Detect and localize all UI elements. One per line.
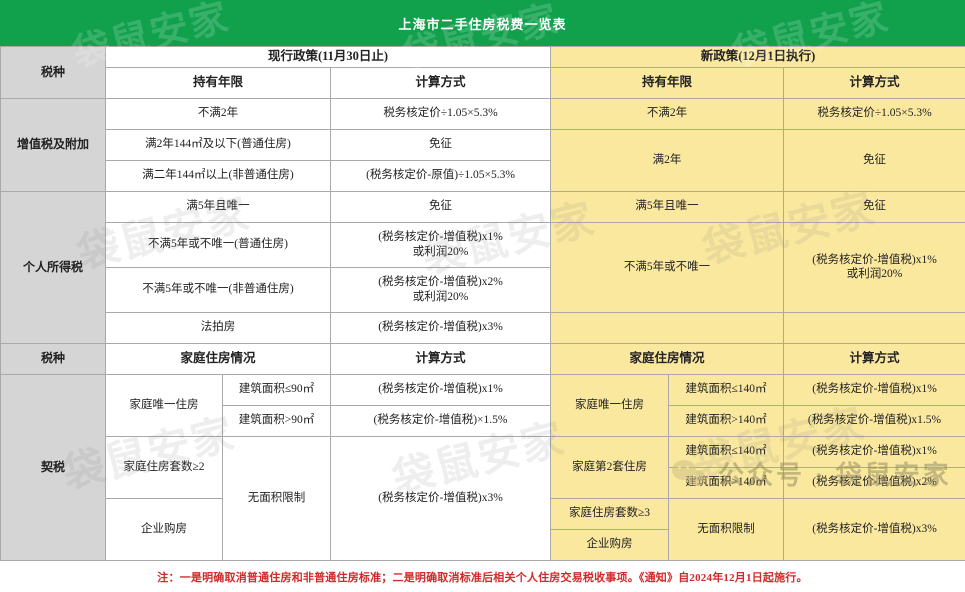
table-row-deed-1: 契税 家庭唯一住房 建筑面积≤90㎡ (税务核定价-增值税)x1% 家庭唯一住房…	[1, 374, 965, 405]
tax-table-page: 袋鼠安家 袋鼠安家 袋鼠安家 袋鼠安家 袋鼠安家 袋鼠安家 袋鼠安家 袋鼠安家 …	[0, 0, 965, 512]
header-current-policy: 现行政策(11月30日止)	[106, 47, 551, 68]
page-title: 上海市二手住房税费一览表	[398, 14, 566, 33]
income-current-calc-0: 免征	[331, 191, 551, 222]
income-current-cond-1: 不满5年或不唯一(普通住房)	[106, 222, 331, 267]
deed-new-group-5: 企业购房	[551, 529, 669, 560]
vat-new-cond-0: 不满2年	[551, 98, 784, 129]
vat-new-cond-1: 满2年	[551, 129, 784, 191]
vat-current-calc-0: 税务核定价÷1.05×5.3%	[331, 98, 551, 129]
income-new-cond-3	[551, 312, 784, 343]
vat-new-calc-0: 税务核定价÷1.05×5.3%	[784, 98, 965, 129]
section-name-vat: 增值税及附加	[1, 98, 106, 191]
section-name-deed-tax: 契税	[1, 374, 106, 560]
header-calc-new-2: 计算方式	[784, 343, 965, 374]
tax-table: 税种 现行政策(11月30日止) 新政策(12月1日执行) 持有年限 计算方式 …	[0, 46, 965, 561]
deed-new-area-4: 无面积限制	[669, 498, 784, 560]
deed-new-group-2: 家庭第2套住房	[551, 436, 669, 498]
deed-current-calc-0: (税务核定价-增值税)x1%	[331, 374, 551, 405]
deed-current-group-0: 家庭唯一住房	[106, 374, 223, 436]
table-row-income-4: 法拍房 (税务核定价-增值税)x3%	[1, 312, 965, 343]
page-title-bar: 上海市二手住房税费一览表	[0, 0, 965, 46]
table-row-subheader: 持有年限 计算方式 持有年限 计算方式	[1, 67, 965, 98]
income-current-calc-1: (税务核定价-增值税)x1% 或利润20%	[331, 222, 551, 267]
table-row-vat-2: 满2年144㎡及以下(普通住房) 免征 满2年 免征	[1, 129, 965, 160]
header-hold-years-current: 持有年限	[106, 67, 331, 98]
footer-note: 注：一是明确取消普通住房和非普通住房标准；二是明确取消标准后相关个人住房交易税收…	[0, 561, 965, 592]
deed-current-calc-1: (税务核定价-增值税)×1.5%	[331, 405, 551, 436]
table-row-income-2: 不满5年或不唯一(普通住房) (税务核定价-增值税)x1% 或利润20% 不满5…	[1, 222, 965, 267]
deed-new-calc-4: (税务核定价-增值税)x3%	[784, 498, 965, 560]
header-calc-new: 计算方式	[784, 67, 965, 98]
deed-current-area-2: 无面积限制	[223, 436, 331, 560]
header-kind-label: 税种	[1, 47, 106, 99]
deed-current-group-2: 家庭住房套数≥2	[106, 436, 223, 498]
income-new-calc-1: (税务核定价-增值税)x1% 或利润20%	[784, 222, 965, 312]
deed-new-calc-1: (税务核定价-增值税)x1.5%	[784, 405, 965, 436]
header-calc-current: 计算方式	[331, 67, 551, 98]
vat-current-cond-2: 满二年144㎡以上(非普通住房)	[106, 160, 331, 191]
deed-new-calc-0: (税务核定价-增值税)x1%	[784, 374, 965, 405]
vat-new-calc-1: 免征	[784, 129, 965, 191]
vat-current-cond-1: 满2年144㎡及以下(普通住房)	[106, 129, 331, 160]
deed-new-area-1: 建筑面积>140㎡	[669, 405, 784, 436]
deed-current-calc-2: (税务核定价-增值税)x3%	[331, 436, 551, 560]
income-current-calc-2: (税务核定价-增值税)x2% 或利润20%	[331, 267, 551, 312]
deed-new-group-0: 家庭唯一住房	[551, 374, 669, 436]
income-current-cond-3: 法拍房	[106, 312, 331, 343]
header-family-housing-new: 家庭住房情况	[551, 343, 784, 374]
header-family-housing-current: 家庭住房情况	[106, 343, 331, 374]
deed-new-calc-2: (税务核定价-增值税)x1%	[784, 436, 965, 467]
table-row-vat-1: 增值税及附加 不满2年 税务核定价÷1.05×5.3% 不满2年 税务核定价÷1…	[1, 98, 965, 129]
table-row-deed-3: 家庭住房套数≥2 无面积限制 (税务核定价-增值税)x3% 家庭第2套住房 建筑…	[1, 436, 965, 467]
header-hold-years-new: 持有年限	[551, 67, 784, 98]
table-row-income-1: 个人所得税 满5年且唯一 免征 满5年且唯一 免征	[1, 191, 965, 222]
table-row-deed-subheader: 税种 家庭住房情况 计算方式 家庭住房情况 计算方式	[1, 343, 965, 374]
header-new-policy: 新政策(12月1日执行)	[551, 47, 965, 68]
income-new-calc-3	[784, 312, 965, 343]
income-new-calc-0: 免征	[784, 191, 965, 222]
section-name-income-tax: 个人所得税	[1, 191, 106, 343]
income-current-cond-2: 不满5年或不唯一(非普通住房)	[106, 267, 331, 312]
deed-new-area-3: 建筑面积>140㎡	[669, 467, 784, 498]
header-kind-label-2: 税种	[1, 343, 106, 374]
deed-current-group-3: 企业购房	[106, 498, 223, 560]
deed-new-area-0: 建筑面积≤140㎡	[669, 374, 784, 405]
deed-current-area-0: 建筑面积≤90㎡	[223, 374, 331, 405]
vat-current-calc-1: 免征	[331, 129, 551, 160]
income-new-cond-1: 不满5年或不唯一	[551, 222, 784, 312]
income-current-calc-3: (税务核定价-增值税)x3%	[331, 312, 551, 343]
deed-new-area-2: 建筑面积≤140㎡	[669, 436, 784, 467]
deed-new-group-4: 家庭住房套数≥3	[551, 498, 669, 529]
vat-current-calc-2: (税务核定价-原值)÷1.05×5.3%	[331, 160, 551, 191]
vat-current-cond-0: 不满2年	[106, 98, 331, 129]
income-new-cond-0: 满5年且唯一	[551, 191, 784, 222]
header-calc-current-2: 计算方式	[331, 343, 551, 374]
table-row-policy-header: 税种 现行政策(11月30日止) 新政策(12月1日执行)	[1, 47, 965, 68]
deed-current-area-1: 建筑面积>90㎡	[223, 405, 331, 436]
income-current-cond-0: 满5年且唯一	[106, 191, 331, 222]
tax-table-wrap: 税种 现行政策(11月30日止) 新政策(12月1日执行) 持有年限 计算方式 …	[0, 46, 965, 561]
deed-new-calc-3: (税务核定价-增值税)x2%	[784, 467, 965, 498]
